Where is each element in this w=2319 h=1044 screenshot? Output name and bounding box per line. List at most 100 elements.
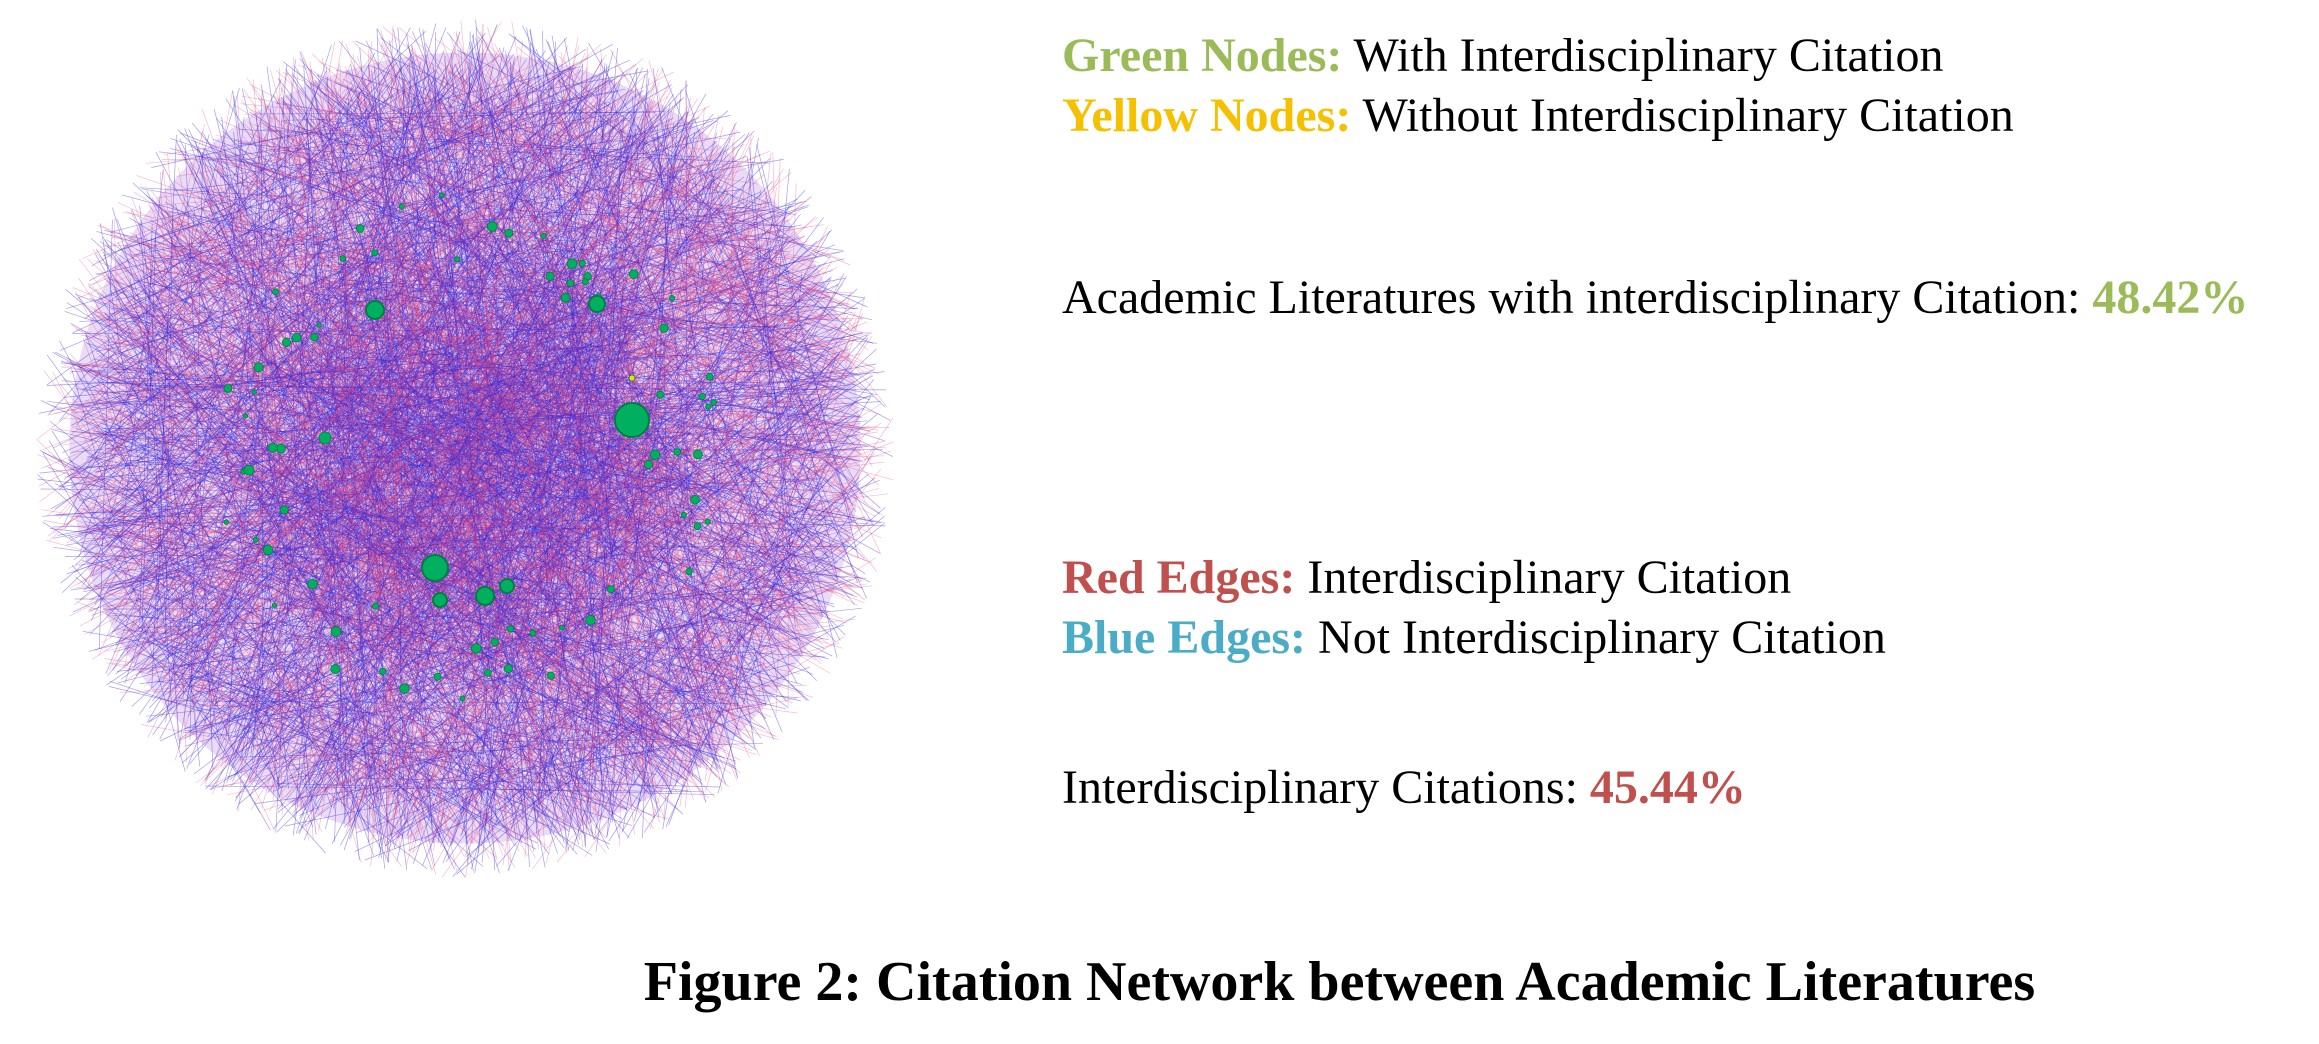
blue-edge	[478, 257, 552, 590]
blue-edge	[350, 193, 463, 362]
blue-edge	[277, 149, 796, 215]
red-edge	[372, 59, 848, 378]
blue-edge	[187, 521, 305, 717]
red-edge	[396, 292, 783, 829]
red-edge	[37, 454, 677, 733]
red-edge	[442, 51, 636, 408]
blue-edge	[184, 637, 494, 734]
blue-edge	[354, 487, 387, 591]
blue-edge	[316, 348, 469, 550]
blue-edge	[526, 415, 721, 717]
blue-edge	[261, 354, 390, 452]
blue-edge	[545, 68, 628, 787]
blue-edge	[104, 332, 352, 820]
blue-edge	[443, 398, 861, 665]
red-edge	[270, 653, 752, 766]
red-edge	[485, 68, 797, 657]
blue-edge	[449, 52, 484, 282]
blue-edge	[525, 214, 801, 560]
green-node	[310, 333, 319, 342]
blue-edge	[299, 75, 556, 835]
blue-edge	[584, 284, 624, 846]
blue-edge	[320, 414, 585, 428]
blue-edge	[64, 310, 619, 497]
red-edge	[63, 364, 801, 563]
blue-edge	[493, 541, 814, 675]
blue-edge	[93, 270, 790, 576]
blue-edge	[92, 358, 875, 523]
blue-edge	[87, 483, 803, 685]
red-edge	[239, 466, 465, 857]
blue-edge	[345, 31, 461, 350]
red-edge	[155, 163, 730, 206]
blue-edge	[257, 266, 486, 481]
blue-edge	[480, 447, 617, 803]
red-edge	[440, 37, 606, 486]
red-edge	[45, 539, 779, 740]
blue-edge	[296, 276, 446, 696]
red-edge	[92, 61, 579, 368]
blue-edge	[221, 116, 289, 789]
blue-edge	[522, 303, 590, 693]
red-edge	[452, 40, 524, 671]
red-edge	[347, 197, 772, 815]
blue-edge	[338, 182, 715, 524]
blue-edge	[562, 248, 576, 681]
green-node	[490, 637, 499, 647]
red-edge	[242, 429, 362, 863]
red-edge	[424, 277, 502, 436]
blue-edge	[686, 182, 865, 499]
blue-edge	[136, 126, 692, 300]
red-edge	[343, 113, 800, 595]
blue-edge	[184, 618, 616, 747]
red-edge	[321, 215, 549, 258]
red-edge	[95, 272, 868, 562]
red-edge	[569, 538, 651, 825]
blue-edge	[174, 203, 290, 561]
blue-edge	[267, 139, 642, 318]
red-edge	[224, 724, 720, 745]
blue-edge	[598, 272, 845, 750]
blue-edge	[391, 376, 789, 633]
blue-edge	[325, 114, 435, 597]
blue-edge	[425, 339, 810, 702]
blue-edge	[566, 101, 783, 583]
red-edge	[575, 414, 738, 781]
red-edge	[84, 479, 380, 635]
red-edge	[329, 507, 846, 549]
red-edge	[44, 370, 402, 867]
blue-edge	[396, 262, 560, 560]
red-edge	[79, 257, 790, 627]
red-edge	[134, 379, 325, 802]
blue-edge	[116, 218, 369, 833]
blue-edge	[155, 231, 789, 708]
blue-edge	[642, 153, 669, 839]
blue-edge	[107, 111, 594, 676]
red-edge	[319, 551, 585, 569]
red-edge	[382, 71, 462, 372]
blue-edge	[386, 89, 600, 479]
blue-edge	[582, 337, 869, 763]
red-edge	[314, 105, 405, 632]
blue-edge	[229, 328, 248, 484]
red-edge	[209, 207, 242, 729]
red-edge	[329, 291, 821, 801]
red-edge	[277, 322, 437, 875]
red-edge	[468, 361, 531, 803]
blue-edge	[404, 337, 442, 560]
red-edge	[405, 322, 860, 582]
blue-edge	[193, 178, 539, 511]
red-edge	[176, 113, 556, 177]
blue-edge	[640, 139, 815, 491]
blue-edge	[428, 265, 554, 309]
blue-edge	[380, 204, 546, 448]
blue-edge	[447, 328, 721, 770]
red-edge	[314, 167, 692, 462]
red-edge	[97, 225, 355, 318]
blue-edge	[354, 290, 849, 437]
blue-edge	[406, 156, 693, 414]
blue-edge	[52, 514, 484, 528]
blue-edge	[406, 34, 479, 450]
red-edge	[176, 237, 603, 577]
red-edge	[177, 223, 310, 841]
